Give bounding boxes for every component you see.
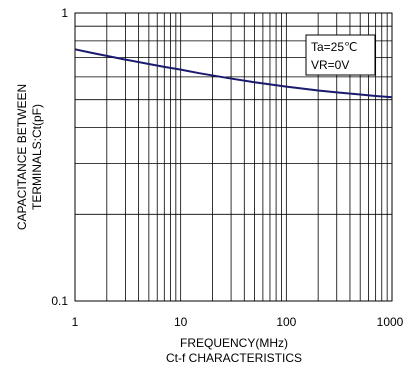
series-line-ct — [74, 48, 393, 99]
chart-caption: Ct-f CHARACTERISTICS — [166, 351, 302, 365]
conditions-legend: Ta=25℃ VR=0V — [305, 34, 376, 76]
grid — [75, 13, 392, 301]
legend-voltage: VR=0V — [311, 58, 349, 72]
y-axis-title-line-2: TERMINALS:Ct(pF) — [30, 104, 44, 210]
plot-frame — [74, 12, 393, 302]
y-tick-label-0-1: 0.1 — [51, 294, 68, 308]
x-tick-label-1000: 1000 — [377, 315, 404, 329]
y-tick-label-1: 1 — [61, 6, 68, 20]
legend-box — [305, 34, 376, 76]
legend-temperature: Ta=25℃ — [311, 40, 358, 54]
x-tick-label-1: 1 — [72, 315, 79, 329]
x-tick-label-10: 10 — [174, 315, 188, 329]
x-axis-title: FREQUENCY(MHz) — [180, 336, 288, 350]
y-axis-title-line-1: CAPACITANCE BETWEEN — [15, 84, 29, 230]
x-tick-label-100: 100 — [276, 315, 296, 329]
y-axis-title: CAPACITANCE BETWEEN TERMINALS:Ct(pF) — [15, 84, 44, 230]
